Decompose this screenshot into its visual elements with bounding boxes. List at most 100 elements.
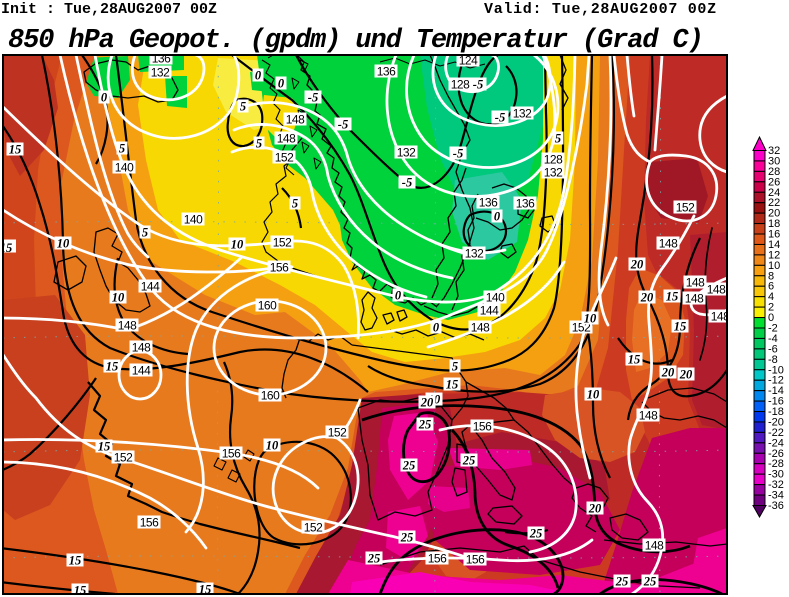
svg-text:148: 148 xyxy=(286,113,305,127)
svg-text:-8: -8 xyxy=(768,354,778,366)
svg-text:-28: -28 xyxy=(768,458,784,470)
svg-text:15: 15 xyxy=(666,290,679,304)
svg-text:15: 15 xyxy=(628,353,641,367)
svg-text:-2: -2 xyxy=(768,323,778,335)
svg-text:-5: -5 xyxy=(338,118,348,132)
svg-text:-16: -16 xyxy=(768,396,784,408)
svg-text:156: 156 xyxy=(222,447,241,461)
svg-text:140: 140 xyxy=(486,291,505,305)
svg-text:-10: -10 xyxy=(768,364,784,376)
svg-text:148: 148 xyxy=(277,132,296,146)
svg-text:15: 15 xyxy=(106,360,119,374)
svg-text:26: 26 xyxy=(768,176,780,188)
svg-text:20: 20 xyxy=(420,396,434,410)
svg-text:15: 15 xyxy=(199,583,212,597)
svg-text:152: 152 xyxy=(304,521,323,535)
svg-text:Valid: Tue,28AUG2007 00Z: Valid: Tue,28AUG2007 00Z xyxy=(484,1,717,18)
svg-text:20: 20 xyxy=(630,258,644,272)
svg-text:148: 148 xyxy=(711,310,730,324)
svg-text:136: 136 xyxy=(516,197,535,211)
svg-text:148: 148 xyxy=(645,539,664,553)
svg-text:5: 5 xyxy=(142,226,148,240)
svg-text:148: 148 xyxy=(659,237,678,251)
svg-text:25: 25 xyxy=(643,575,657,589)
svg-text:0: 0 xyxy=(768,312,774,324)
svg-text:15: 15 xyxy=(0,241,12,255)
svg-text:14: 14 xyxy=(768,239,780,251)
svg-text:15: 15 xyxy=(74,584,87,597)
svg-text:25: 25 xyxy=(615,575,629,589)
svg-text:20: 20 xyxy=(679,368,693,382)
svg-text:25: 25 xyxy=(402,459,416,473)
svg-text:25: 25 xyxy=(462,454,476,468)
svg-text:144: 144 xyxy=(480,304,499,318)
svg-text:10: 10 xyxy=(266,439,279,453)
svg-text:5: 5 xyxy=(452,360,458,374)
svg-text:152: 152 xyxy=(114,451,133,465)
svg-text:20: 20 xyxy=(588,502,602,516)
svg-text:8: 8 xyxy=(768,270,774,282)
svg-text:25: 25 xyxy=(400,531,414,545)
svg-text:32: 32 xyxy=(768,145,780,157)
svg-text:5: 5 xyxy=(555,132,561,146)
svg-text:-6: -6 xyxy=(768,343,778,355)
svg-text:156: 156 xyxy=(466,553,485,567)
svg-text:0: 0 xyxy=(433,321,440,335)
svg-text:152: 152 xyxy=(328,426,347,440)
svg-text:-36: -36 xyxy=(768,500,784,512)
svg-text:10: 10 xyxy=(231,238,244,252)
svg-text:4: 4 xyxy=(768,291,774,303)
svg-text:-30: -30 xyxy=(768,469,784,481)
svg-text:-18: -18 xyxy=(768,406,784,418)
svg-text:10: 10 xyxy=(768,260,780,272)
svg-text:148: 148 xyxy=(707,283,726,297)
svg-text:144: 144 xyxy=(132,364,151,378)
svg-text:140: 140 xyxy=(184,213,203,227)
svg-text:160: 160 xyxy=(258,299,277,313)
svg-text:15: 15 xyxy=(674,320,687,334)
svg-text:10: 10 xyxy=(587,388,600,402)
svg-text:160: 160 xyxy=(261,389,280,403)
svg-text:136: 136 xyxy=(479,196,498,210)
svg-text:0: 0 xyxy=(278,77,285,91)
svg-text:0: 0 xyxy=(255,69,262,83)
svg-text:24: 24 xyxy=(768,187,780,199)
svg-text:5: 5 xyxy=(256,137,262,151)
svg-text:15: 15 xyxy=(9,143,22,157)
svg-text:152: 152 xyxy=(275,151,294,165)
svg-text:-5: -5 xyxy=(453,147,463,161)
svg-text:5: 5 xyxy=(119,142,125,156)
svg-text:0: 0 xyxy=(395,289,402,303)
svg-text:20: 20 xyxy=(640,291,654,305)
svg-text:15: 15 xyxy=(69,554,82,568)
svg-text:10: 10 xyxy=(112,291,125,305)
svg-text:2: 2 xyxy=(768,302,774,314)
svg-text:-24: -24 xyxy=(768,437,784,449)
svg-text:850 hPa Geopot. (gpdm) und Tem: 850 hPa Geopot. (gpdm) und Temperatur (G… xyxy=(8,26,703,56)
svg-text:6: 6 xyxy=(768,281,774,293)
svg-text:124: 124 xyxy=(459,54,478,68)
svg-text:5: 5 xyxy=(240,100,246,114)
svg-text:0: 0 xyxy=(101,91,108,105)
svg-text:Init : Tue,28AUG2007 00Z: Init : Tue,28AUG2007 00Z xyxy=(1,1,217,18)
svg-text:0: 0 xyxy=(494,210,501,224)
svg-text:140: 140 xyxy=(115,161,134,175)
svg-text:25: 25 xyxy=(418,418,432,432)
svg-text:148: 148 xyxy=(686,276,705,290)
svg-text:10: 10 xyxy=(57,237,70,251)
svg-text:16: 16 xyxy=(768,229,780,241)
svg-text:-22: -22 xyxy=(768,427,784,439)
svg-text:156: 156 xyxy=(428,552,447,566)
svg-text:-20: -20 xyxy=(768,416,784,428)
svg-text:-5: -5 xyxy=(308,91,318,105)
svg-text:10: 10 xyxy=(584,312,597,326)
svg-text:22: 22 xyxy=(768,197,780,209)
svg-text:-5: -5 xyxy=(402,176,412,190)
svg-text:156: 156 xyxy=(473,420,492,434)
svg-text:28: 28 xyxy=(768,166,780,178)
svg-text:148: 148 xyxy=(132,341,151,355)
svg-text:148: 148 xyxy=(685,292,704,306)
svg-text:12: 12 xyxy=(768,249,780,261)
svg-text:148: 148 xyxy=(639,409,658,423)
svg-text:18: 18 xyxy=(768,218,780,230)
